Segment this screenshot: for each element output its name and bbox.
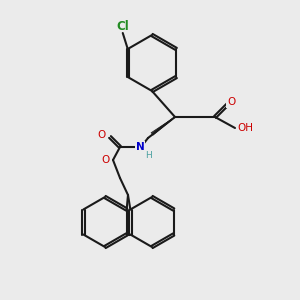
Text: OH: OH <box>237 123 253 133</box>
Text: Cl: Cl <box>116 20 129 34</box>
Text: O: O <box>227 97 235 107</box>
Text: H: H <box>146 151 152 160</box>
Text: N: N <box>136 142 144 152</box>
Text: O: O <box>98 130 106 140</box>
Text: O: O <box>101 155 109 165</box>
